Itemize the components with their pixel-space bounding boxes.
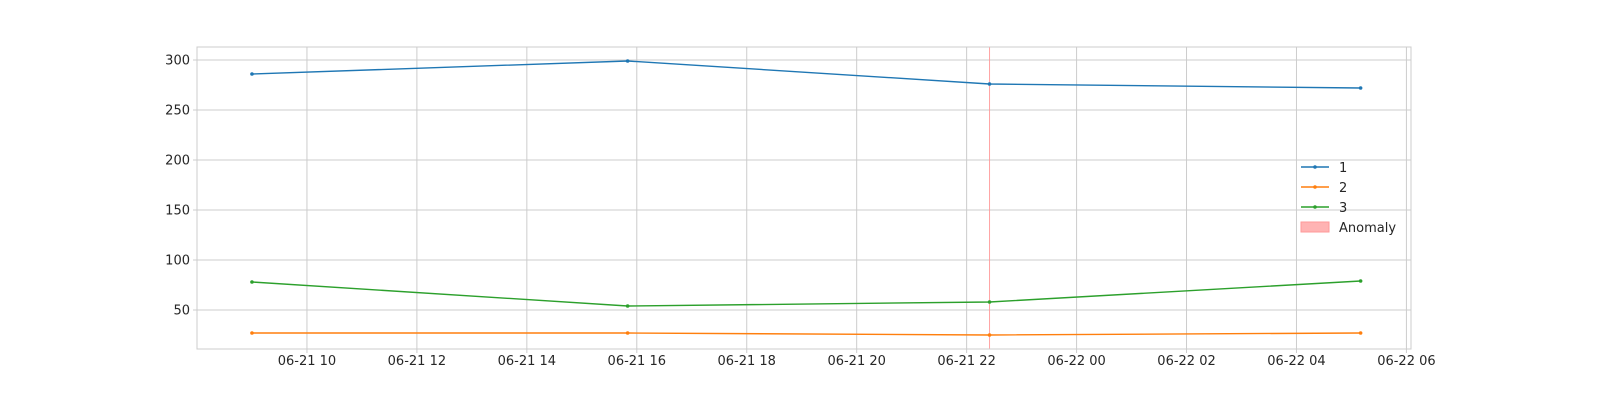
x-axis-ticks: 06-21 10 06-21 12 06-21 14 06-21 16 06-21 18… — [278, 349, 1436, 369]
x-tick-label: 06-21 16 — [608, 354, 666, 369]
legend-marker — [1313, 165, 1317, 169]
x-tick-label: 06-21 18 — [718, 354, 776, 369]
y-tick-label: 50 — [173, 304, 190, 319]
legend-marker — [1313, 205, 1317, 209]
series-1-point — [1358, 86, 1363, 90]
y-tick-label: 250 — [165, 104, 190, 119]
grid — [197, 47, 1411, 349]
legend-patch-swatch — [1300, 221, 1330, 233]
y-tick-label: 200 — [165, 154, 190, 169]
series-1-point — [987, 82, 992, 86]
legend-item-1: 1 — [1301, 161, 1347, 176]
legend-item-3: 3 — [1301, 201, 1347, 216]
x-tick-label: 06-21 22 — [937, 354, 995, 369]
legend-item-2: 2 — [1301, 181, 1347, 196]
legend-label: Anomaly — [1339, 221, 1396, 236]
series-3-point — [987, 300, 992, 304]
y-tick-label: 100 — [165, 254, 190, 269]
legend-marker — [1313, 185, 1317, 189]
anomaly-markers — [989, 47, 991, 349]
x-tick-label: 06-21 12 — [388, 354, 446, 369]
x-tick-label: 06-21 10 — [278, 354, 336, 369]
series-1-line — [251, 60, 1361, 89]
series-1-point — [250, 72, 254, 76]
series-2-line — [251, 332, 1361, 336]
series-lines — [250, 59, 1363, 337]
series-2-point — [1358, 331, 1363, 335]
series-2-point — [250, 331, 254, 335]
x-tick-label: 06-22 06 — [1377, 354, 1435, 369]
series-3-point — [625, 304, 630, 308]
legend: 1 2 3 Anomaly — [1300, 161, 1396, 236]
legend-item-anomaly: Anomaly — [1300, 221, 1396, 236]
anomaly-band — [989, 47, 991, 349]
series-1-point — [625, 59, 630, 63]
x-tick-label: 06-22 04 — [1267, 354, 1325, 369]
series-2-point — [625, 331, 630, 335]
x-tick-label: 06-21 14 — [498, 354, 556, 369]
x-tick-label: 06-22 02 — [1157, 354, 1215, 369]
legend-label: 2 — [1339, 181, 1347, 196]
plot-frame — [196, 46, 1412, 350]
legend-label: 1 — [1339, 161, 1347, 176]
series-3-point — [1358, 279, 1363, 283]
x-tick-label: 06-22 00 — [1047, 354, 1105, 369]
series-3-point — [250, 280, 254, 284]
x-tick-label: 06-21 20 — [827, 354, 885, 369]
y-tick-label: 300 — [165, 54, 190, 69]
y-axis-ticks: 50 100 150 200 250 300 — [165, 54, 197, 319]
series-2-point — [987, 333, 992, 337]
legend-label: 3 — [1339, 201, 1347, 216]
series-3-line — [251, 280, 1361, 307]
y-tick-label: 150 — [165, 204, 190, 219]
